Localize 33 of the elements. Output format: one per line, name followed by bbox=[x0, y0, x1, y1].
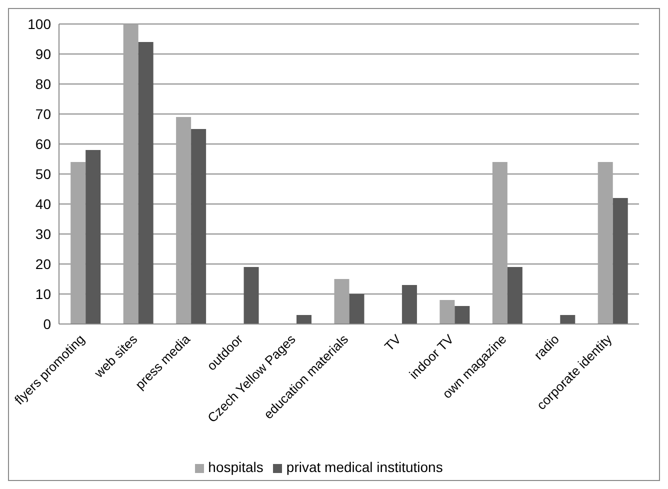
bar bbox=[138, 42, 154, 324]
bar bbox=[612, 198, 628, 324]
bar bbox=[440, 300, 455, 324]
bar bbox=[176, 117, 192, 324]
y-tick-label: 70 bbox=[35, 106, 52, 122]
bar bbox=[402, 285, 417, 324]
legend-label: hospitals bbox=[208, 459, 264, 475]
y-tick-label: 90 bbox=[35, 46, 52, 62]
y-tick-label: 40 bbox=[35, 196, 52, 212]
bar bbox=[492, 162, 508, 324]
bar bbox=[244, 267, 259, 324]
y-tick-label: 20 bbox=[35, 256, 52, 272]
y-tick-label: 50 bbox=[35, 166, 52, 182]
bar bbox=[296, 315, 312, 324]
bar bbox=[507, 267, 522, 324]
bar bbox=[454, 306, 470, 324]
y-tick-label: 30 bbox=[35, 226, 52, 242]
bar bbox=[349, 294, 364, 324]
x-tick-label: web sites bbox=[90, 331, 141, 382]
y-tick-label: 0 bbox=[43, 316, 52, 332]
bar bbox=[191, 129, 206, 324]
y-tick-label: 10 bbox=[35, 286, 52, 302]
bar bbox=[560, 315, 576, 324]
bar bbox=[334, 279, 350, 324]
y-tick-label: 100 bbox=[28, 16, 52, 32]
y-tick-label: 80 bbox=[35, 76, 52, 92]
legend-label: privat medical institutions bbox=[286, 459, 443, 475]
x-tick-label: TV bbox=[381, 331, 404, 354]
bar bbox=[598, 162, 613, 324]
y-tick-label: 60 bbox=[35, 136, 52, 152]
bar bbox=[123, 24, 138, 324]
bar bbox=[70, 162, 86, 324]
bar bbox=[86, 150, 101, 324]
